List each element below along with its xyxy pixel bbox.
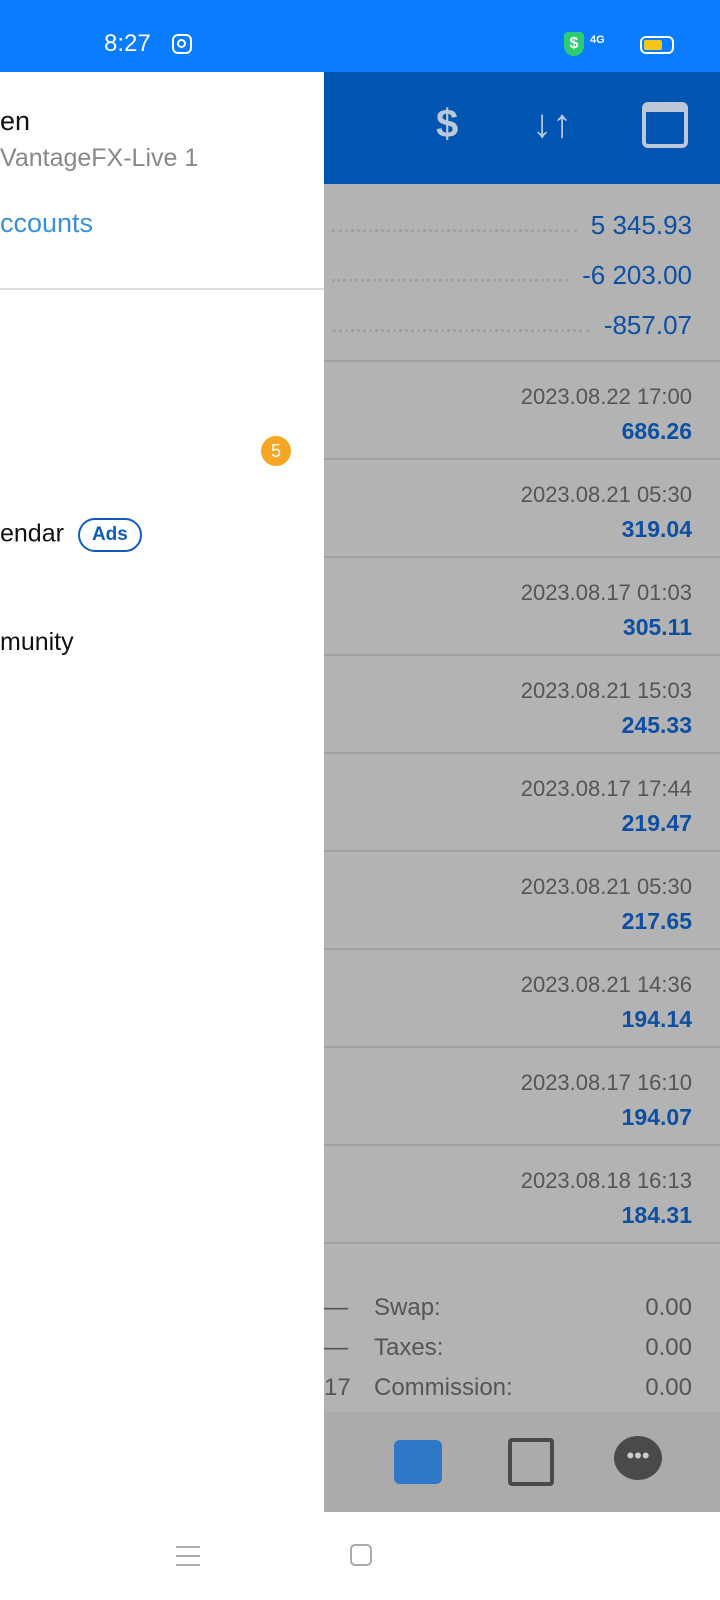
trade-date: 2023.08.21 05:30 <box>520 874 692 899</box>
account-name: en <box>0 106 31 136</box>
trade-profit: 686.26 <box>621 418 692 444</box>
history-tab-icon[interactable] <box>394 1440 442 1484</box>
summary-row: -857.07 <box>332 310 692 340</box>
trade-date: 2023.08.18 16:13 <box>520 1168 692 1193</box>
trade-row[interactable]: 2023.08.17 16:10 194.07 <box>324 1048 720 1146</box>
trade-date: 2023.08.21 05:30 <box>520 482 692 507</box>
trade-date: 2023.08.17 01:03 <box>520 580 692 605</box>
menu-item-calendar[interactable]: endar Ads <box>0 518 142 552</box>
toolbar: $ ↓↑ <box>324 72 720 184</box>
summary-row: 5 345.93 <box>332 210 692 240</box>
footer-left: — <box>324 1334 348 1361</box>
trade-profit: 319.04 <box>621 516 692 542</box>
footer-label: Taxes: <box>374 1334 444 1361</box>
calendar-icon[interactable] <box>642 102 688 148</box>
trade-date: 2023.08.17 17:44 <box>520 776 692 801</box>
trade-date: 2023.08.21 14:36 <box>520 972 692 997</box>
bottom-nav: ••• <box>324 1412 720 1512</box>
network-label: 4G <box>590 34 605 46</box>
footer-left: — <box>324 1294 348 1321</box>
trade-row[interactable]: 2023.08.22 17:00 686.26 <box>324 362 720 460</box>
chat-tab-icon[interactable]: ••• <box>614 1436 662 1480</box>
menu-item-label: endar <box>0 519 64 548</box>
trade-date: 2023.08.22 17:00 <box>520 384 692 409</box>
trade-date: 2023.08.17 16:10 <box>520 1070 692 1095</box>
status-bar: 8:27 $ 4G <box>0 0 720 72</box>
footer-label: Commission: <box>374 1374 513 1401</box>
account-server: VantageFX-Live 1 <box>0 144 199 172</box>
status-time: 8:27 <box>104 30 151 57</box>
summary-value: 5 345.93 <box>590 209 692 240</box>
trade-date: 2023.08.21 15:03 <box>520 678 692 703</box>
divider <box>324 360 720 362</box>
home-icon[interactable] <box>350 1544 372 1566</box>
trade-row[interactable]: 2023.08.17 17:44 219.47 <box>324 754 720 852</box>
dot-leader <box>332 268 569 282</box>
navigation-drawer: en VantageFX-Live 1 ccounts 5 endar Ads m… <box>0 72 324 1512</box>
trade-row[interactable]: 2023.08.17 01:03 305.11 <box>324 558 720 656</box>
ads-badge: Ads <box>77 518 142 552</box>
trade-profit: 305.11 <box>622 614 692 640</box>
menu-item-community[interactable]: munity <box>0 628 74 656</box>
trade-row[interactable]: 2023.08.21 14:36 194.14 <box>324 950 720 1048</box>
trade-profit: 219.47 <box>621 810 692 836</box>
manage-accounts-link[interactable]: ccounts <box>0 208 94 238</box>
trade-profit: 194.07 <box>621 1104 692 1130</box>
footer-value: 0.00 <box>645 1294 692 1321</box>
footer-label: Swap: <box>374 1294 441 1321</box>
summary-value: -857.07 <box>603 309 692 340</box>
trade-row[interactable]: 2023.08.18 16:13 184.31 <box>324 1146 720 1244</box>
news-tab-icon[interactable] <box>508 1438 554 1486</box>
trade-profit: 184.31 <box>621 1202 692 1228</box>
currency-exchange-icon[interactable]: $ <box>436 102 459 146</box>
summary-value: -6 203.00 <box>582 259 692 290</box>
trade-profit: 194.14 <box>621 1006 692 1032</box>
divider <box>0 288 324 290</box>
trade-row[interactable]: 2023.08.21 15:03 245.33 <box>324 656 720 754</box>
notification-badge: 5 <box>261 436 291 466</box>
trade-row[interactable]: 2023.08.21 05:30 319.04 <box>324 460 720 558</box>
footer-value: 0.00 <box>645 1334 692 1361</box>
system-nav-bar <box>0 1512 720 1600</box>
recent-apps-icon[interactable] <box>176 1546 200 1566</box>
footer-left: 17 <box>324 1374 351 1401</box>
footer-value: 0.00 <box>645 1374 692 1401</box>
history-screen: $ ↓↑ 5 345.93 -6 203.00 -857.07 2023.08.22… <box>324 72 720 1512</box>
dot-leader <box>332 218 577 232</box>
trade-profit: 217.65 <box>621 908 692 934</box>
dot-leader <box>332 318 590 332</box>
summary-row: -6 203.00 <box>332 260 692 290</box>
trade-row[interactable]: 2023.08.21 05:30 217.65 <box>324 852 720 950</box>
instagram-icon <box>172 34 192 54</box>
battery-icon <box>640 36 674 54</box>
trade-profit: 245.33 <box>621 712 692 738</box>
sort-icon[interactable]: ↓↑ <box>532 102 572 146</box>
shield-dollar-icon: $ <box>564 32 584 56</box>
